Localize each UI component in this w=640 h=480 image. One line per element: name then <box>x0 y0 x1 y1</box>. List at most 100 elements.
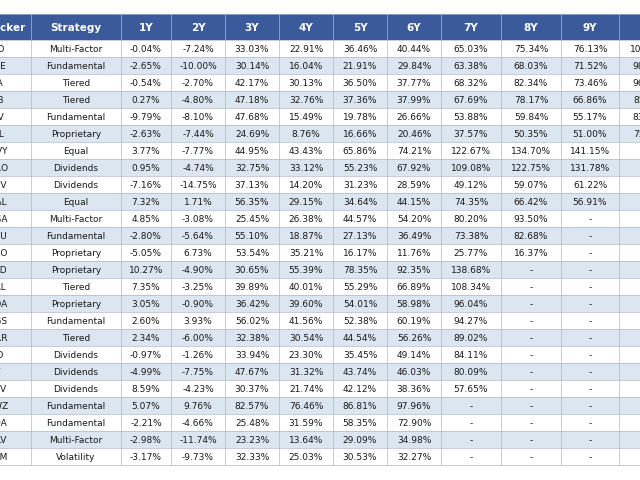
Text: 39.60%: 39.60% <box>289 300 323 308</box>
Text: 16.37%: 16.37% <box>514 249 548 257</box>
Text: -2.80%: -2.80% <box>130 231 162 240</box>
Text: -: - <box>588 333 591 342</box>
Text: 11.76%: 11.76% <box>397 249 431 257</box>
Text: 49.12%: 49.12% <box>454 180 488 190</box>
Text: 4.85%: 4.85% <box>132 215 160 224</box>
Text: 1Y: 1Y <box>139 23 154 33</box>
Text: -: - <box>588 300 591 308</box>
Text: -: - <box>588 384 591 393</box>
Text: 44.95%: 44.95% <box>235 147 269 156</box>
Text: 37.77%: 37.77% <box>397 79 431 88</box>
Text: -11.74%: -11.74% <box>179 435 217 444</box>
Bar <box>0 363 640 380</box>
Text: 47.68%: 47.68% <box>235 113 269 122</box>
Text: -: - <box>529 350 532 359</box>
Text: -: - <box>588 231 591 240</box>
Text: RFDA: RFDA <box>0 300 7 308</box>
Text: Tiered: Tiered <box>62 79 90 88</box>
Text: Volatility: Volatility <box>56 452 96 461</box>
Text: -2.21%: -2.21% <box>130 418 162 427</box>
Text: COWZ: COWZ <box>0 401 9 410</box>
Text: -: - <box>588 265 591 275</box>
Text: 33.12%: 33.12% <box>289 164 323 173</box>
Text: -: - <box>529 401 532 410</box>
Bar <box>0 193 640 211</box>
Text: 68.32%: 68.32% <box>454 79 488 88</box>
Text: 82.34%: 82.34% <box>514 79 548 88</box>
Text: 4Y: 4Y <box>299 23 314 33</box>
Text: -: - <box>529 452 532 461</box>
Text: DDIV: DDIV <box>0 180 6 190</box>
Text: -: - <box>588 350 591 359</box>
Text: Fundamental: Fundamental <box>46 62 106 71</box>
Text: 34.64%: 34.64% <box>343 198 377 206</box>
Text: 7.35%: 7.35% <box>132 282 161 291</box>
Bar <box>0 75 640 92</box>
Bar <box>0 346 640 363</box>
Text: 89.02%: 89.02% <box>454 333 488 342</box>
Text: RPV: RPV <box>0 113 4 122</box>
Text: 44.54%: 44.54% <box>343 333 377 342</box>
Bar <box>0 15 640 41</box>
Text: 76.46%: 76.46% <box>289 401 323 410</box>
Text: 25.48%: 25.48% <box>235 418 269 427</box>
Text: 52.38%: 52.38% <box>343 316 377 325</box>
Text: 131.78%: 131.78% <box>570 164 610 173</box>
Text: 1.71%: 1.71% <box>184 198 212 206</box>
Text: 34.98%: 34.98% <box>397 435 431 444</box>
Text: Multi-Factor: Multi-Factor <box>49 215 102 224</box>
Text: Fundamental: Fundamental <box>46 231 106 240</box>
Text: LEAD: LEAD <box>0 265 7 275</box>
Text: -5.64%: -5.64% <box>182 231 214 240</box>
Text: -: - <box>529 384 532 393</box>
Bar <box>0 312 640 329</box>
Text: 33.94%: 33.94% <box>235 350 269 359</box>
Text: 26.66%: 26.66% <box>397 113 431 122</box>
Text: ULVM: ULVM <box>0 452 7 461</box>
Text: -: - <box>529 333 532 342</box>
Text: 35.21%: 35.21% <box>289 249 323 257</box>
Text: -: - <box>588 367 591 376</box>
Text: 46.03%: 46.03% <box>397 367 431 376</box>
Text: FTA: FTA <box>0 79 3 88</box>
Text: 7Y: 7Y <box>463 23 478 33</box>
Text: 32.27%: 32.27% <box>397 452 431 461</box>
Text: 36.49%: 36.49% <box>397 231 431 240</box>
Text: -5.05%: -5.05% <box>130 249 162 257</box>
Text: 38.36%: 38.36% <box>397 384 431 393</box>
Text: 58.35%: 58.35% <box>343 418 377 427</box>
Text: 36.42%: 36.42% <box>235 300 269 308</box>
Text: 73.38%: 73.38% <box>454 231 488 240</box>
Bar <box>0 228 640 244</box>
Text: 22.91%: 22.91% <box>289 45 323 54</box>
Text: -7.24%: -7.24% <box>182 45 214 54</box>
Text: 41.56%: 41.56% <box>289 316 323 325</box>
Text: 71.52%: 71.52% <box>573 62 607 71</box>
Text: 37.99%: 37.99% <box>397 96 431 105</box>
Text: 37.13%: 37.13% <box>235 180 269 190</box>
Text: 72.90%: 72.90% <box>397 418 431 427</box>
Text: 85.42%: 85.42% <box>633 96 640 105</box>
Text: -8.10%: -8.10% <box>182 113 214 122</box>
Text: -14.75%: -14.75% <box>179 180 217 190</box>
Text: 92.35%: 92.35% <box>397 265 431 275</box>
Bar <box>0 160 640 177</box>
Text: 122.67%: 122.67% <box>451 147 491 156</box>
Text: DJD: DJD <box>0 350 3 359</box>
Text: -: - <box>469 418 472 427</box>
Text: -4.74%: -4.74% <box>182 164 214 173</box>
Text: 94.27%: 94.27% <box>454 316 488 325</box>
Text: 40.01%: 40.01% <box>289 282 323 291</box>
Bar <box>0 278 640 295</box>
Text: 25.77%: 25.77% <box>454 249 488 257</box>
Text: 47.67%: 47.67% <box>235 367 269 376</box>
Text: 55.23%: 55.23% <box>343 164 377 173</box>
Text: ESGS: ESGS <box>0 316 7 325</box>
Text: UDIV: UDIV <box>0 384 6 393</box>
Text: 44.15%: 44.15% <box>397 198 431 206</box>
Text: 26.38%: 26.38% <box>289 215 323 224</box>
Bar <box>0 295 640 312</box>
Text: 84.11%: 84.11% <box>454 350 488 359</box>
Text: 80.20%: 80.20% <box>454 215 488 224</box>
Text: Proprietary: Proprietary <box>51 130 101 139</box>
